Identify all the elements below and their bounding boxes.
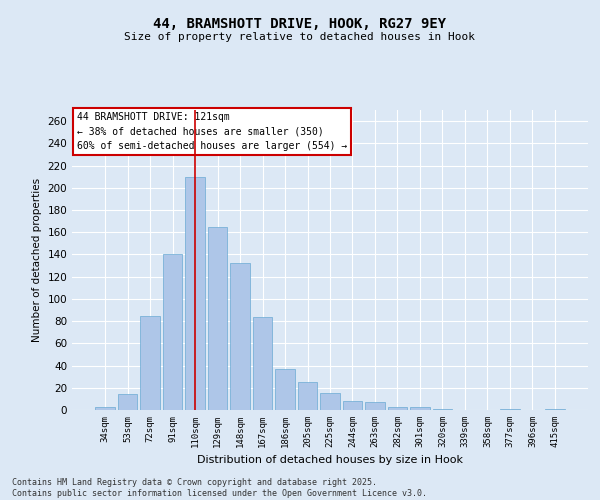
Bar	[320, 394, 340, 410]
Bar	[433, 409, 452, 410]
Text: Size of property relative to detached houses in Hook: Size of property relative to detached ho…	[125, 32, 476, 42]
Bar	[545, 409, 565, 410]
Bar	[208, 226, 227, 410]
Bar	[118, 394, 137, 410]
Text: 44 BRAMSHOTT DRIVE: 121sqm
← 38% of detached houses are smaller (350)
60% of sem: 44 BRAMSHOTT DRIVE: 121sqm ← 38% of deta…	[77, 112, 347, 151]
Bar	[388, 406, 407, 410]
Y-axis label: Number of detached properties: Number of detached properties	[32, 178, 42, 342]
X-axis label: Distribution of detached houses by size in Hook: Distribution of detached houses by size …	[197, 456, 463, 466]
Bar	[140, 316, 160, 410]
Bar	[343, 401, 362, 410]
Bar	[163, 254, 182, 410]
Bar	[410, 406, 430, 410]
Bar	[253, 316, 272, 410]
Bar	[275, 369, 295, 410]
Bar	[298, 382, 317, 410]
Bar	[95, 406, 115, 410]
Bar	[230, 264, 250, 410]
Text: Contains HM Land Registry data © Crown copyright and database right 2025.
Contai: Contains HM Land Registry data © Crown c…	[12, 478, 427, 498]
Bar	[185, 176, 205, 410]
Bar	[365, 402, 385, 410]
Text: 44, BRAMSHOTT DRIVE, HOOK, RG27 9EY: 44, BRAMSHOTT DRIVE, HOOK, RG27 9EY	[154, 18, 446, 32]
Bar	[500, 409, 520, 410]
